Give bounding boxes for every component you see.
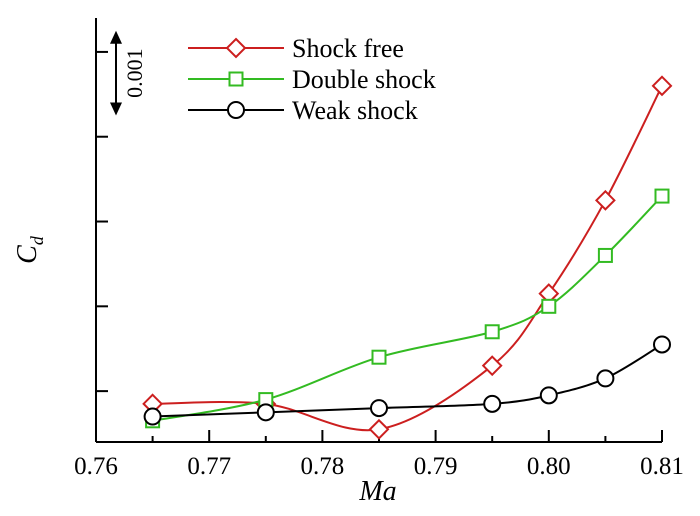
series-line bbox=[152, 343, 663, 418]
y-axis-title: Cd bbox=[12, 235, 47, 264]
x-tick-label: 0.78 bbox=[301, 453, 345, 480]
axes: 0.76 0.77 0.78 0.79 0.80 0.81 bbox=[74, 18, 684, 480]
series-weak-shock bbox=[143, 335, 671, 426]
scale-bar-label: 0.001 bbox=[122, 48, 147, 98]
data-point bbox=[653, 335, 671, 354]
data-point bbox=[481, 355, 503, 377]
data-point bbox=[539, 386, 558, 405]
x-tick-label: 0.77 bbox=[187, 453, 231, 480]
data-point bbox=[484, 324, 500, 340]
scale-bar-arrow-up bbox=[110, 30, 122, 44]
x-tick-label: 0.76 bbox=[74, 453, 118, 480]
scale-bar-arrow-down bbox=[110, 102, 122, 116]
legend-item: Weak shock bbox=[188, 96, 418, 125]
data-point bbox=[654, 188, 670, 204]
legend-label: Weak shock bbox=[292, 96, 418, 125]
legend-marker bbox=[225, 37, 247, 59]
svg-text:Cd: Cd bbox=[12, 235, 47, 264]
series-line bbox=[152, 85, 663, 432]
data-point bbox=[368, 418, 390, 440]
legend-marker bbox=[227, 101, 245, 119]
legend-label: Double shock bbox=[292, 65, 436, 94]
data-point bbox=[370, 399, 388, 418]
plot-area bbox=[142, 75, 673, 440]
legend-item: Double shock bbox=[188, 65, 436, 94]
data-point bbox=[596, 369, 615, 388]
legend-item: Shock free bbox=[188, 34, 404, 63]
data-point bbox=[597, 247, 613, 263]
y-axis-title-main: C bbox=[12, 245, 43, 264]
data-point bbox=[143, 407, 162, 426]
data-point bbox=[651, 75, 673, 97]
data-point bbox=[483, 394, 502, 413]
axis-titles: Ma Cd bbox=[12, 235, 397, 507]
y-axis-title-sub: d bbox=[27, 235, 47, 245]
legend-label: Shock free bbox=[292, 34, 404, 63]
data-point bbox=[371, 349, 387, 365]
x-tick-label: 0.80 bbox=[527, 453, 571, 480]
data-point bbox=[594, 189, 616, 211]
x-axis-title: Ma bbox=[358, 476, 396, 507]
scale-bar: 0.001 bbox=[110, 30, 147, 116]
legend-marker bbox=[228, 71, 244, 87]
x-tick-label: 0.79 bbox=[414, 453, 458, 480]
data-point bbox=[541, 298, 557, 314]
x-tick-label: 0.81 bbox=[640, 453, 684, 480]
data-point bbox=[256, 403, 275, 422]
series-line bbox=[152, 195, 663, 422]
series-double-shock bbox=[145, 188, 670, 429]
